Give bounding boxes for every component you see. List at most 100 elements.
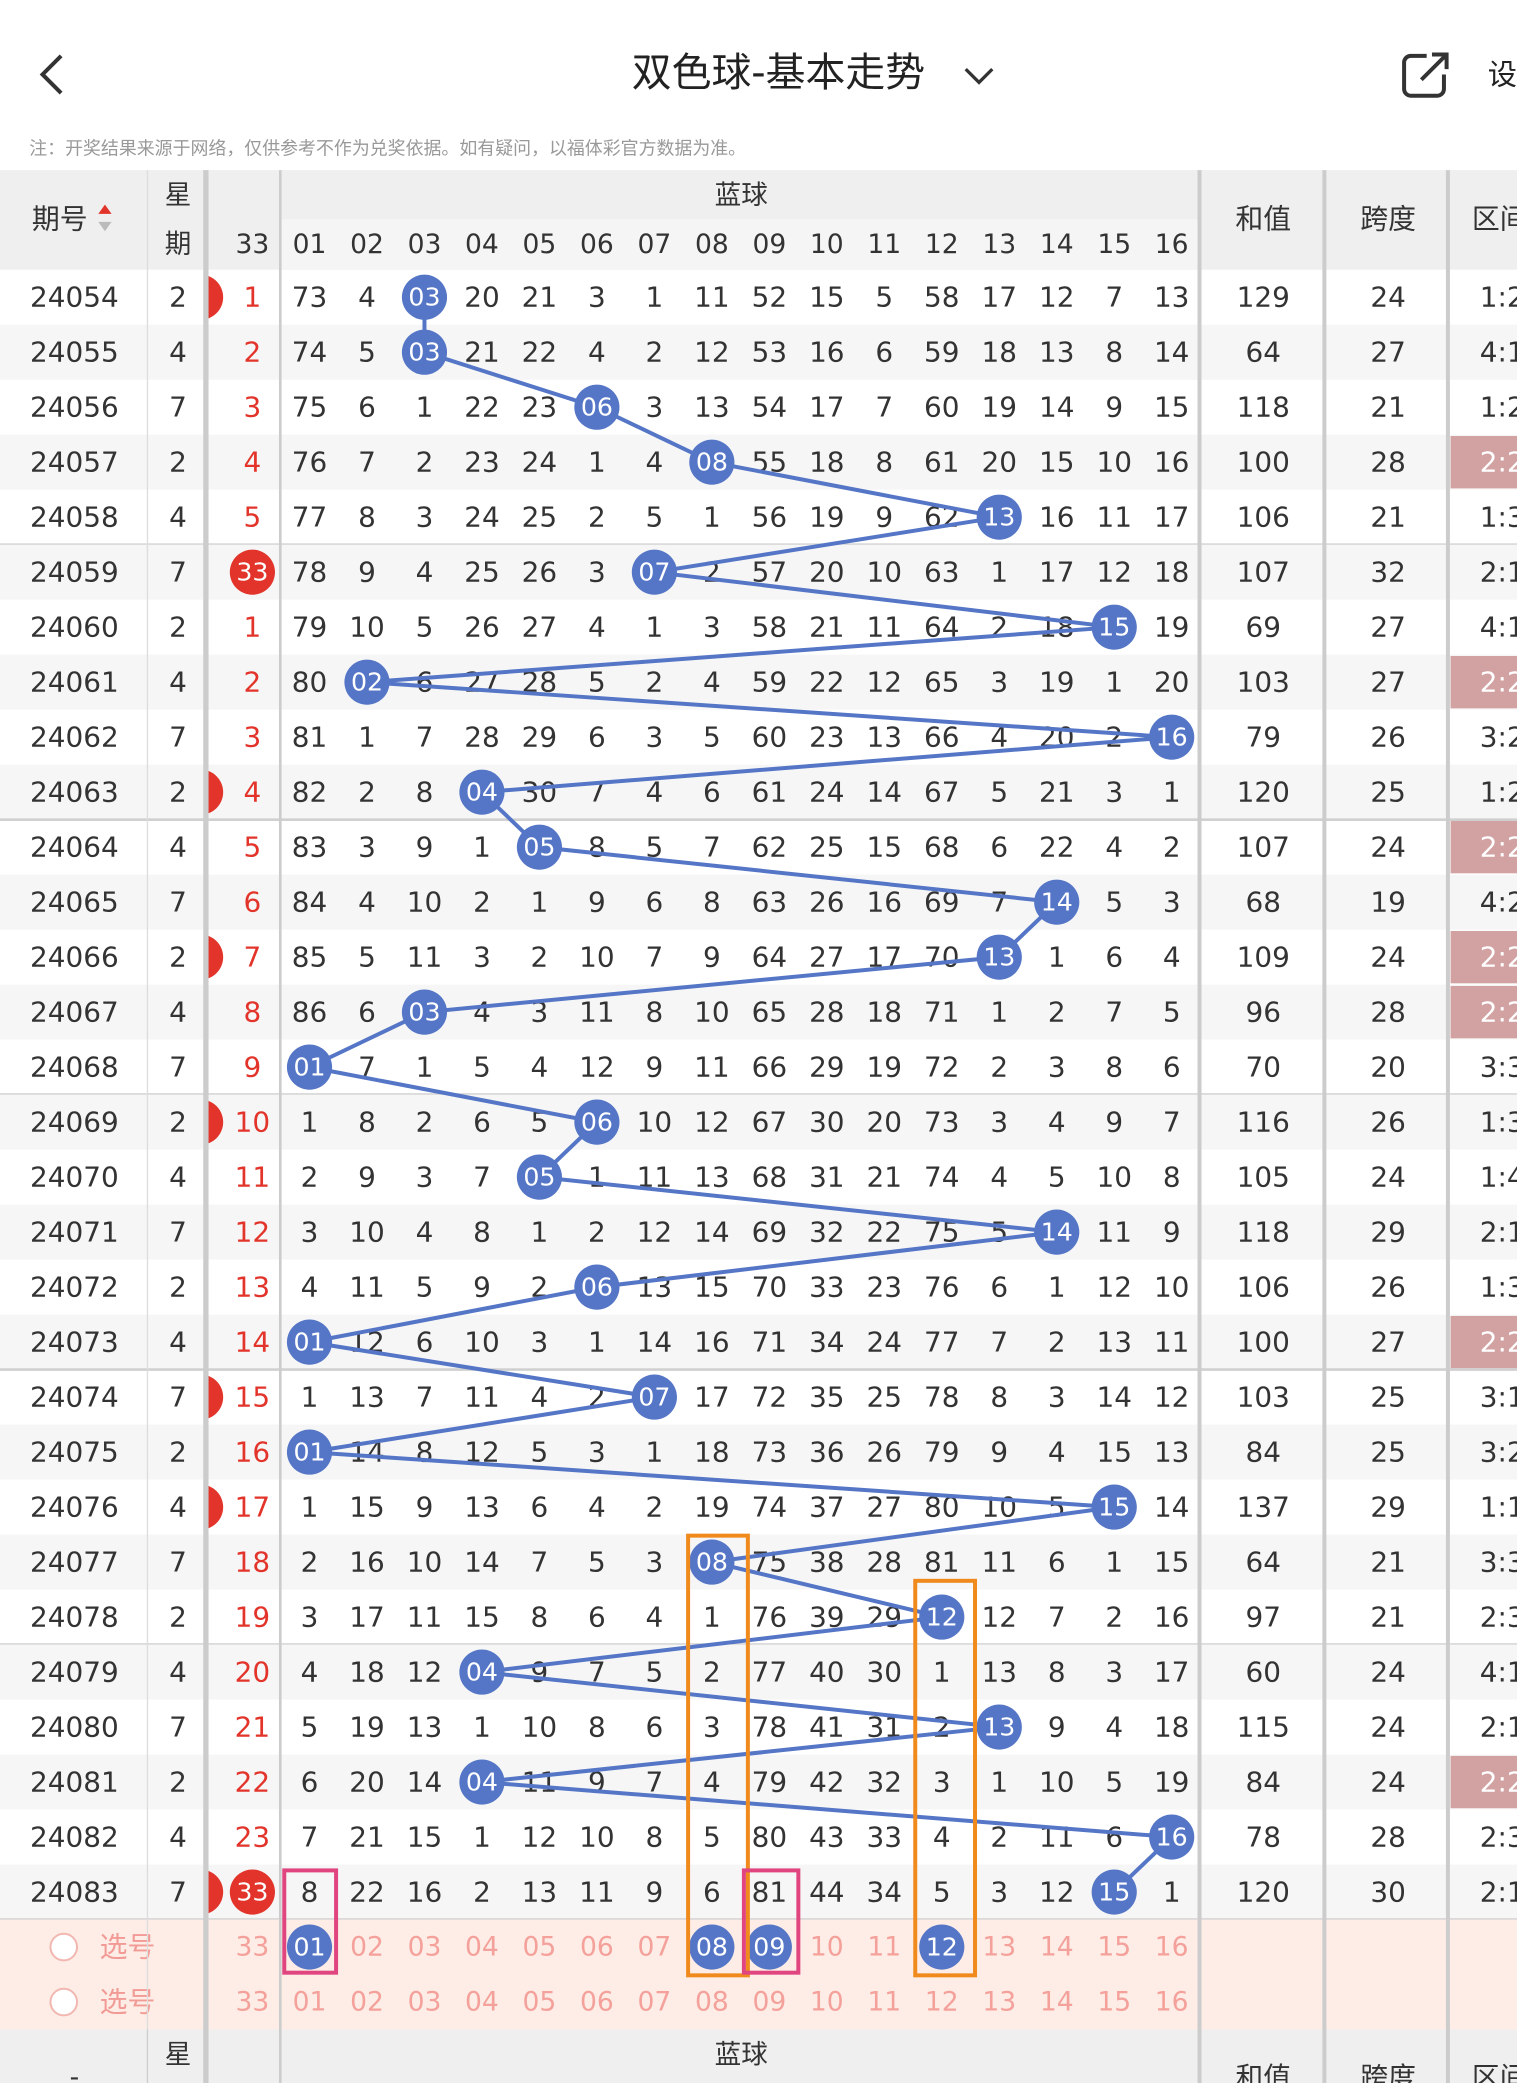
zone: 1:2 bbox=[1480, 776, 1517, 809]
blue-omission: 7 bbox=[1163, 1106, 1181, 1139]
blue-omission: 81 bbox=[924, 1546, 959, 1579]
page-title[interactable]: 双色球-基本走势 bbox=[632, 50, 925, 96]
select-number[interactable]: 11 bbox=[867, 1932, 901, 1963]
blue-omission: 9 bbox=[416, 1491, 434, 1524]
select-number[interactable]: 14 bbox=[1040, 1932, 1074, 1963]
select-number[interactable]: 04 bbox=[465, 1987, 499, 2018]
select-number[interactable]: 07 bbox=[637, 1932, 671, 1963]
blue-ball-number: 03 bbox=[408, 338, 440, 367]
picked-ball[interactable] bbox=[919, 1924, 965, 1970]
red33: 5 bbox=[244, 831, 262, 864]
blue-omission: 23 bbox=[809, 721, 844, 754]
select-number[interactable]: 11 bbox=[867, 1987, 901, 2018]
blue-ball-number: 14 bbox=[1041, 888, 1073, 917]
blue-omission: 81 bbox=[292, 721, 327, 754]
blue-omission: 65 bbox=[924, 666, 959, 699]
blue-omission: 21 bbox=[522, 281, 557, 314]
zone-highlight bbox=[1450, 985, 1517, 1039]
select-number[interactable]: 06 bbox=[580, 1932, 614, 1963]
sum: 118 bbox=[1237, 1216, 1290, 1249]
blue-omission: 4 bbox=[703, 1766, 721, 1799]
blue-omission: 2 bbox=[416, 1106, 434, 1139]
blue-omission: 7 bbox=[358, 446, 376, 479]
sum: 64 bbox=[1246, 336, 1281, 369]
blue-omission: 12 bbox=[694, 1106, 729, 1139]
blue-omission: 4 bbox=[1163, 941, 1181, 974]
issue: 24078 bbox=[30, 1601, 119, 1634]
select-number[interactable]: 10 bbox=[810, 1987, 844, 2018]
select-number[interactable]: 04 bbox=[465, 1932, 499, 1963]
red33: 2 bbox=[244, 666, 262, 699]
select-number[interactable]: 08 bbox=[695, 1987, 729, 2018]
select-number[interactable]: 13 bbox=[982, 1932, 1016, 1963]
blue-omission: 15 bbox=[1096, 1436, 1131, 1469]
select-number[interactable]: 16 bbox=[1155, 1987, 1189, 2018]
blue-omission: 17 bbox=[1039, 556, 1074, 589]
select-number[interactable]: 15 bbox=[1097, 1987, 1131, 2018]
back-button[interactable] bbox=[39, 54, 63, 95]
span: 26 bbox=[1370, 1271, 1405, 1304]
blue-omission: 43 bbox=[809, 1821, 844, 1854]
select-radio[interactable] bbox=[49, 1932, 79, 1962]
select-number[interactable]: 16 bbox=[1155, 1932, 1189, 1963]
blue-ball bbox=[459, 1649, 505, 1695]
blue-omission: 77 bbox=[752, 1656, 787, 1689]
picked-ball[interactable] bbox=[689, 1924, 735, 1970]
blue-omission: 6 bbox=[358, 391, 376, 424]
blue-omission: 1 bbox=[588, 1161, 606, 1194]
bottom-span: 跨度 bbox=[1360, 2061, 1416, 2083]
select-number[interactable]: 03 bbox=[408, 1987, 442, 2018]
select-number[interactable]: 03 bbox=[408, 1932, 442, 1963]
blue-ball bbox=[344, 659, 390, 705]
title-dropdown[interactable] bbox=[964, 67, 994, 85]
blue-omission: 67 bbox=[924, 776, 959, 809]
blue-omission: 9 bbox=[646, 1876, 664, 1909]
select-number[interactable]: 05 bbox=[523, 1987, 557, 2018]
share-button[interactable] bbox=[1402, 52, 1449, 98]
blue-omission: 8 bbox=[473, 1216, 491, 1249]
select-radio[interactable] bbox=[49, 1987, 79, 2017]
blue-omission: 18 bbox=[694, 1436, 729, 1469]
select-number[interactable]: 15 bbox=[1097, 1932, 1131, 1963]
blue-omission: 12 bbox=[1096, 556, 1131, 589]
issue: 24061 bbox=[30, 666, 119, 699]
select-number[interactable]: 12 bbox=[925, 1987, 959, 2018]
select-number[interactable]: 14 bbox=[1040, 1987, 1074, 2018]
sum: 109 bbox=[1237, 941, 1290, 974]
select-number[interactable]: 13 bbox=[982, 1987, 1016, 2018]
blue-omission: 4 bbox=[990, 1161, 1008, 1194]
select-label[interactable]: 选号 bbox=[100, 1986, 156, 2019]
blue-omission: 26 bbox=[522, 556, 557, 589]
red33: 10 bbox=[235, 1106, 270, 1139]
select-number[interactable]: 02 bbox=[350, 1987, 384, 2018]
picked-ball[interactable] bbox=[286, 1924, 333, 1970]
picked-ball[interactable] bbox=[746, 1924, 792, 1970]
select-number[interactable]: 07 bbox=[637, 1987, 671, 2018]
select-number[interactable]: 02 bbox=[350, 1932, 384, 1963]
sum: 103 bbox=[1237, 1381, 1290, 1414]
select-label[interactable]: 选号 bbox=[100, 1931, 156, 1964]
blue-omission: 3 bbox=[531, 996, 549, 1029]
select-number[interactable]: 06 bbox=[580, 1987, 614, 2018]
select-number[interactable]: 05 bbox=[523, 1932, 557, 1963]
blue-omission: 18 bbox=[1039, 611, 1074, 644]
select-number[interactable]: 01 bbox=[293, 1987, 327, 2018]
issue: 24059 bbox=[30, 556, 119, 589]
settings-button[interactable]: 设 bbox=[1488, 57, 1517, 91]
blue-omission: 5 bbox=[588, 666, 606, 699]
blue-ball-number: 02 bbox=[351, 668, 383, 697]
select-number[interactable]: 10 bbox=[810, 1932, 844, 1963]
red33: 23 bbox=[235, 1821, 270, 1854]
sum: 100 bbox=[1237, 1326, 1290, 1359]
blue-omission: 17 bbox=[1154, 1656, 1189, 1689]
blue-omission: 4 bbox=[416, 1216, 434, 1249]
blue-omission: 28 bbox=[867, 1546, 902, 1579]
blue-omission: 86 bbox=[292, 996, 327, 1029]
weekday: 2 bbox=[169, 611, 187, 644]
bottom-header-bg bbox=[0, 2029, 1517, 2083]
blue-omission: 12 bbox=[1039, 1876, 1074, 1909]
blue-omission: 19 bbox=[809, 501, 844, 534]
span: 21 bbox=[1370, 391, 1405, 424]
select-number[interactable]: 09 bbox=[752, 1987, 786, 2018]
blue-omission: 1 bbox=[990, 1766, 1008, 1799]
